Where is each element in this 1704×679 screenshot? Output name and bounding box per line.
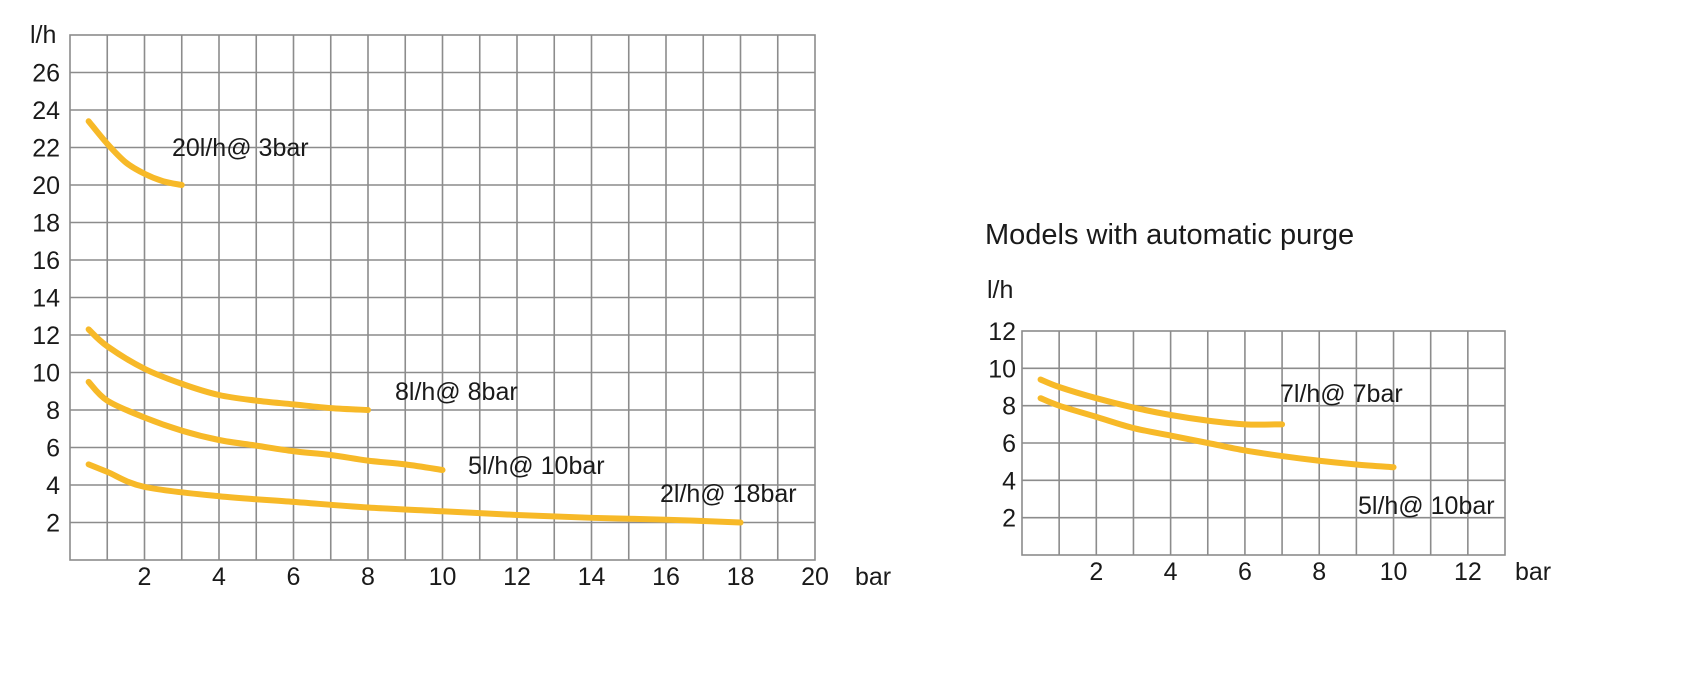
- x-tick-label: 20: [801, 563, 829, 591]
- y-tick-label: 14: [32, 285, 60, 313]
- x-tick-label: 14: [578, 563, 606, 591]
- y-tick-label: 10: [988, 355, 1016, 383]
- series-line: [85, 326, 371, 413]
- grid: [1021, 330, 1506, 556]
- x-tick-label: 2: [138, 563, 152, 591]
- y-tick-label: 2: [46, 510, 60, 538]
- series-label: 20l/h@ 3bar: [172, 134, 309, 162]
- x-axis-unit: bar: [855, 563, 891, 591]
- series-line: [1037, 395, 1397, 471]
- x-tick-label: 4: [212, 563, 226, 591]
- y-tick-label: 18: [32, 210, 60, 238]
- y-tick-label: 4: [1002, 467, 1016, 495]
- y-tick-label: 4: [46, 472, 60, 500]
- plot-frame: [69, 34, 816, 561]
- x-tick-label: 8: [1312, 558, 1326, 586]
- y-tick-label: 12: [32, 322, 60, 350]
- series-label: 2l/h@ 18bar: [660, 480, 797, 508]
- y-tick-label: 12: [988, 318, 1016, 346]
- grid: [69, 34, 816, 561]
- automatic-purge-chart: Models with automatic purge 2 4 6 8 10 12 2 4 6 8 1…: [985, 219, 1551, 586]
- y-tick-label: 26: [32, 60, 60, 88]
- y-tick-label: 24: [32, 97, 60, 125]
- series-line: [85, 378, 446, 473]
- x-tick-label: 6: [287, 563, 301, 591]
- x-tick-label: 18: [727, 563, 755, 591]
- series-label: 5l/h@ 10bar: [468, 452, 605, 480]
- series-line: [1037, 376, 1286, 428]
- series-label: 7l/h@ 7bar: [1280, 380, 1403, 408]
- x-tick-label: 12: [1454, 558, 1482, 586]
- series-line: [85, 118, 185, 188]
- series-line: [85, 461, 744, 526]
- chart-title: Models with automatic purge: [985, 219, 1354, 251]
- y-tick-label: 6: [46, 435, 60, 463]
- x-tick-label: 10: [1380, 558, 1408, 586]
- x-tick-label: 8: [361, 563, 375, 591]
- x-tick-label: 6: [1238, 558, 1252, 586]
- series-label: 8l/h@ 8bar: [395, 378, 518, 406]
- y-tick-label: 2: [1002, 505, 1016, 533]
- x-tick-label: 16: [652, 563, 680, 591]
- plot-frame: [1021, 330, 1506, 556]
- y-axis-unit: l/h: [987, 276, 1013, 304]
- y-tick-label: 10: [32, 360, 60, 388]
- y-tick-label: 16: [32, 247, 60, 275]
- y-axis-unit: l/h: [30, 21, 56, 49]
- y-tick-label: 8: [46, 397, 60, 425]
- x-tick-label: 12: [503, 563, 531, 591]
- y-tick-label: 20: [32, 172, 60, 200]
- y-tick-label: 8: [1002, 393, 1016, 421]
- series-label: 5l/h@ 10bar: [1358, 492, 1495, 520]
- x-axis-unit: bar: [1515, 558, 1551, 586]
- x-tick-label: 10: [429, 563, 457, 591]
- x-tick-label: 2: [1089, 558, 1103, 586]
- y-tick-label: 22: [32, 135, 60, 163]
- x-tick-label: 4: [1164, 558, 1178, 586]
- y-tick-label: 6: [1002, 430, 1016, 458]
